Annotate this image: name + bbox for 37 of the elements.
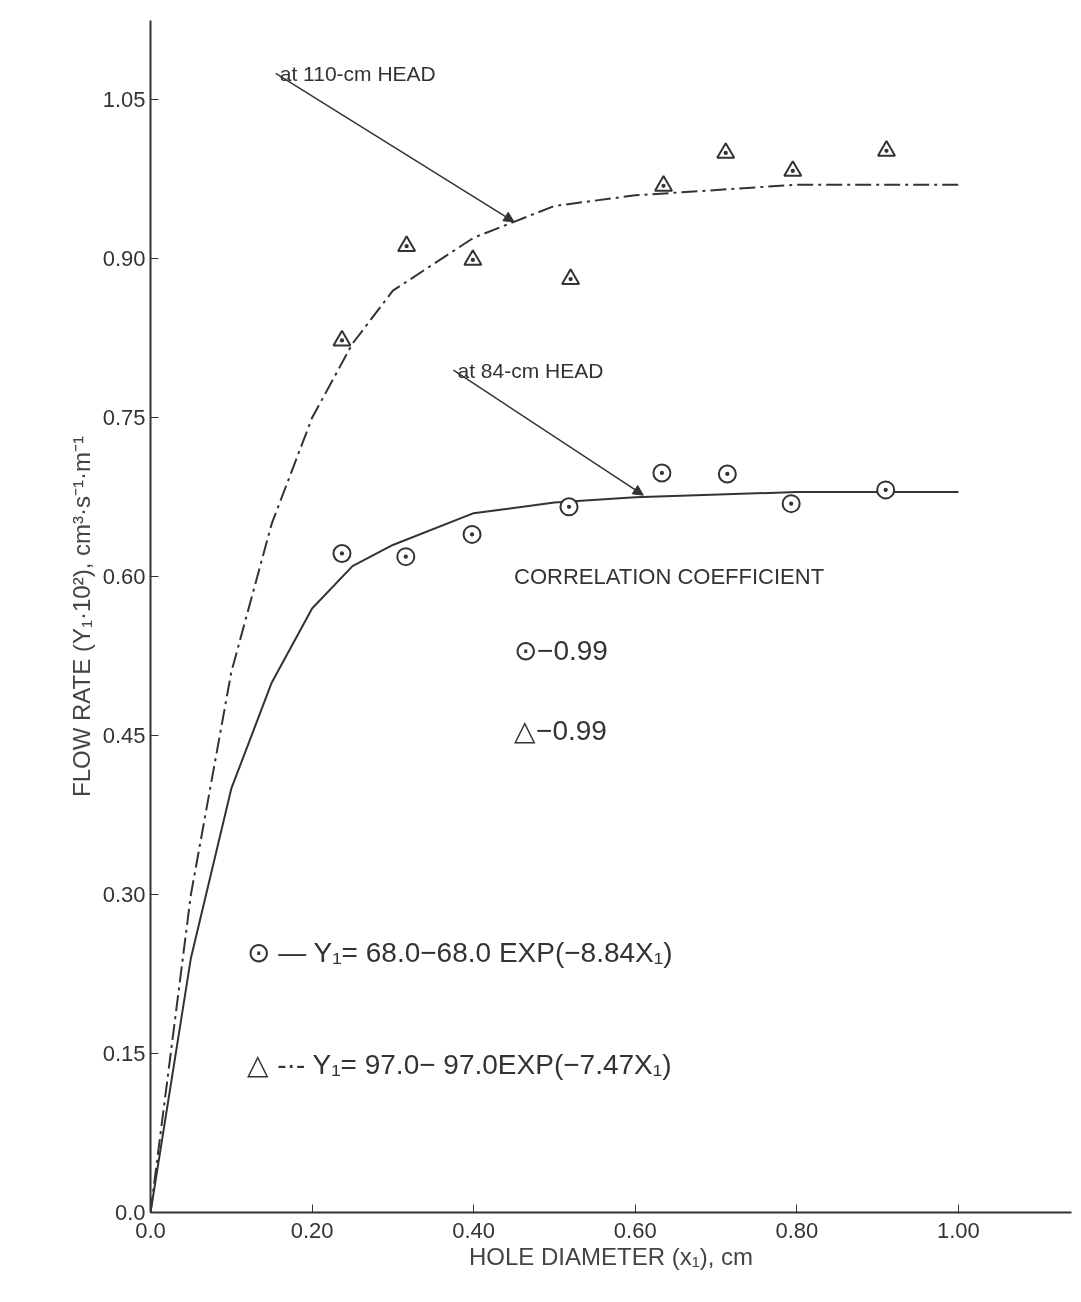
annotation: ⊙ — Y₁= 68.0−68.0 EXP(−8.84X₁)	[247, 937, 673, 969]
annotation: △−0.99	[514, 714, 607, 746]
point	[717, 464, 737, 484]
point	[716, 142, 736, 159]
point	[561, 268, 581, 285]
point	[462, 524, 482, 544]
point	[654, 174, 674, 192]
annotation: △ -·- Y₁= 97.0− 97.0EXP(−7.47X₁)	[247, 1048, 672, 1080]
point	[652, 463, 672, 483]
y-tick-label: 0.90	[102, 246, 146, 272]
x-tick-label: 0.20	[290, 1217, 334, 1243]
y-tick-label: 1.05	[102, 87, 146, 113]
point	[332, 543, 352, 563]
x-tick-label: 1.00	[936, 1217, 980, 1243]
x-tick-label: 0.80	[775, 1217, 819, 1243]
y-tick-label: 0.75	[102, 405, 146, 431]
point	[463, 249, 483, 266]
point	[876, 140, 896, 157]
x-tick-label: 0.60	[613, 1217, 657, 1243]
point	[783, 160, 803, 177]
annotation: ⊙−0.99	[514, 635, 608, 667]
y-tick-label: 0.15	[102, 1041, 146, 1067]
y-tick-label: 0.60	[102, 564, 146, 590]
x-tick-label: 0.40	[452, 1217, 496, 1243]
y-tick-label: 0.30	[102, 882, 146, 908]
y-tick-label: 0.45	[102, 723, 146, 749]
point	[396, 547, 416, 567]
point	[332, 329, 352, 347]
point	[559, 497, 579, 517]
annotation: at 84-cm HEAD	[457, 358, 604, 382]
point	[781, 494, 801, 514]
x-axis-title: HOLE DIAMETER (x₁), cm	[468, 1242, 754, 1270]
annotation: at 110-cm HEAD	[279, 61, 436, 85]
annotation: CORRELATION COEFFICIENT	[514, 564, 825, 590]
point	[397, 235, 417, 253]
point	[876, 480, 896, 500]
y-axis-title: FLOW RATE (Y₁·10²), cm³·s⁻¹·m⁻¹	[67, 436, 95, 797]
